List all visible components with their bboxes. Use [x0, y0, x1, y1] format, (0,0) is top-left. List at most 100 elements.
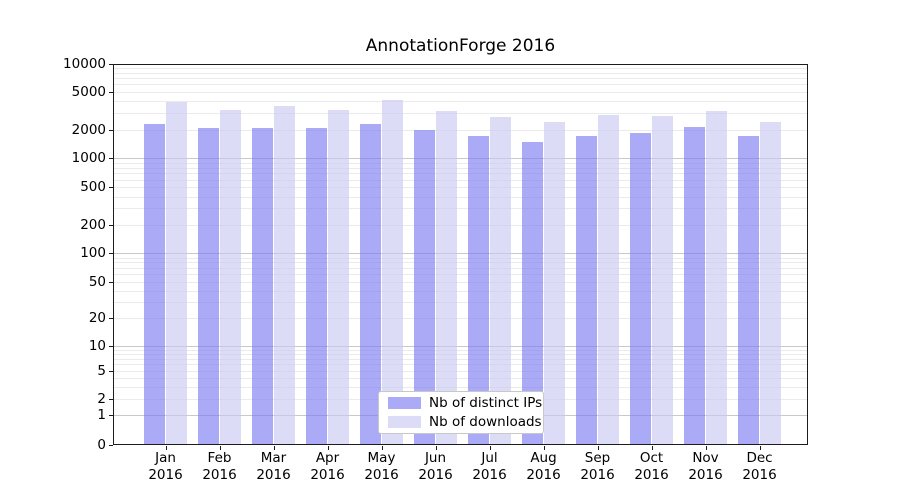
minor-gridline	[114, 167, 808, 169]
bar-distinct-ips-oct	[629, 133, 652, 445]
minor-gridline	[114, 84, 808, 86]
y-tick-mark	[109, 281, 113, 283]
minor-gridline	[114, 173, 808, 175]
legend-label-distinct-ips: Nb of distinct IPs	[429, 395, 543, 411]
minor-gridline	[114, 187, 808, 189]
x-tick-mark	[381, 446, 383, 450]
bar-downloads-sep	[597, 115, 620, 445]
minor-gridline	[114, 290, 808, 292]
x-tick-label: May 2016	[364, 450, 399, 483]
x-tick-label: Nov 2016	[688, 450, 723, 483]
minor-gridline	[114, 318, 808, 320]
x-tick-mark	[435, 446, 437, 450]
y-tick-mark	[109, 371, 113, 372]
y-tick-label: 100	[80, 245, 106, 262]
major-gridline	[114, 253, 808, 255]
y-tick-mark	[109, 225, 113, 226]
bar-distinct-ips-jun	[413, 129, 436, 445]
x-tick-mark	[273, 446, 275, 450]
minor-gridline	[114, 262, 808, 264]
y-tick-mark	[109, 399, 113, 401]
minor-gridline	[114, 100, 808, 102]
x-tick-mark	[327, 446, 329, 450]
x-tick-mark	[543, 446, 545, 450]
x-tick-label: Apr 2016	[310, 450, 345, 483]
minor-gridline	[114, 78, 808, 80]
y-tick-label: 10000	[63, 56, 106, 72]
x-tick-label: Oct 2016	[634, 450, 669, 483]
y-tick-mark	[109, 345, 113, 347]
bar-distinct-ips-dec	[737, 136, 760, 445]
minor-gridline	[114, 358, 808, 360]
y-tick-label: 5	[97, 363, 106, 379]
chart-title: AnnotationForge 2016	[365, 36, 556, 56]
y-tick-mark	[109, 187, 113, 189]
minor-gridline	[114, 91, 808, 93]
x-tick-mark	[597, 446, 599, 450]
bar-downloads-feb	[219, 110, 242, 445]
minor-gridline	[114, 179, 808, 181]
legend-swatch-downloads	[388, 416, 421, 428]
x-tick-label: Aug 2016	[526, 450, 561, 483]
y-tick-mark	[109, 158, 113, 160]
minor-gridline	[114, 196, 808, 198]
minor-gridline	[114, 386, 808, 388]
minor-gridline	[114, 353, 808, 355]
minor-gridline	[114, 364, 808, 366]
minor-gridline	[114, 281, 808, 283]
legend-item-distinct-ips: Nb of distinct IPs	[379, 395, 543, 411]
bar-downloads-aug	[543, 121, 566, 445]
y-tick-mark	[109, 64, 113, 65]
minor-gridline	[114, 257, 808, 259]
y-tick-mark	[109, 129, 113, 131]
x-tick-mark	[489, 446, 491, 450]
minor-gridline	[114, 112, 808, 114]
y-tick-mark	[109, 445, 113, 446]
bar-distinct-ips-sep	[575, 136, 598, 445]
x-tick-mark	[219, 446, 221, 450]
minor-gridline	[114, 208, 808, 210]
bar-downloads-jul	[489, 116, 512, 445]
y-tick-label: 10	[88, 337, 106, 354]
minor-gridline	[114, 349, 808, 351]
y-tick-label: 50	[88, 273, 106, 290]
minor-gridline	[114, 129, 808, 131]
x-tick-label: Feb 2016	[202, 450, 237, 483]
legend-label-downloads: Nb of downloads	[429, 414, 542, 430]
y-tick-mark	[109, 415, 113, 416]
bar-downloads-oct	[651, 116, 674, 445]
major-gridline	[114, 158, 808, 160]
minor-gridline	[114, 72, 808, 74]
y-tick-label: 2000	[71, 121, 106, 138]
legend: Nb of distinct IPs Nb of downloads	[378, 391, 544, 434]
x-tick-label: Jul 2016	[472, 450, 507, 483]
y-tick-label: 500	[80, 179, 106, 196]
y-tick-label: 5000	[71, 83, 106, 100]
legend-swatch-distinct-ips	[388, 397, 421, 409]
y-tick-label: 200	[80, 217, 106, 233]
bar-distinct-ips-nov	[683, 127, 706, 445]
legend-item-downloads: Nb of downloads	[379, 414, 543, 430]
bar-downloads-jan	[165, 101, 188, 445]
minor-gridline	[114, 162, 808, 164]
minor-gridline	[114, 377, 808, 379]
bar-downloads-jun	[435, 111, 458, 445]
x-tick-mark	[165, 446, 167, 450]
bar-downloads-dec	[759, 122, 782, 445]
minor-gridline	[114, 274, 808, 276]
minor-gridline	[114, 267, 808, 269]
minor-gridline	[114, 225, 808, 226]
x-tick-label: Jan 2016	[148, 450, 183, 483]
minor-gridline	[114, 371, 808, 372]
minor-gridline	[114, 302, 808, 304]
y-tick-label: 1000	[71, 150, 106, 167]
minor-gridline	[114, 68, 808, 70]
bar-distinct-ips-feb	[197, 128, 220, 445]
y-tick-mark	[109, 318, 113, 320]
bar-downloads-apr	[327, 109, 350, 445]
bar-distinct-ips-apr	[305, 128, 328, 445]
y-tick-label: 0	[97, 437, 106, 453]
x-tick-label: Jun 2016	[418, 450, 453, 483]
bar-downloads-may	[381, 99, 404, 445]
